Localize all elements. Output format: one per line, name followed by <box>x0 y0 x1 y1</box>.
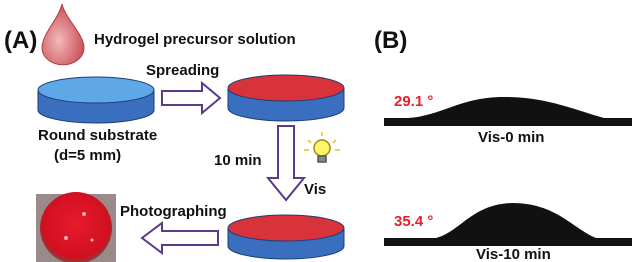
arrow-down <box>268 126 304 200</box>
drop-icon <box>42 4 84 65</box>
substrate-cured <box>228 215 344 259</box>
contact-angle: 29.1 ° <box>394 93 433 110</box>
panel-label: (A) <box>4 27 37 54</box>
photo <box>36 192 116 262</box>
figure: (A) Hydrogel precursor solution Spreadin… <box>0 0 635 262</box>
arrow-left <box>142 223 218 253</box>
substrate-coated <box>228 75 344 121</box>
diameter-label: (d=5 mm) <box>54 147 121 164</box>
photographing-label: Photographing <box>120 203 227 220</box>
contact-angle: 35.4 ° <box>394 213 433 230</box>
caption: Vis-10 min <box>476 246 551 262</box>
caption: Vis-0 min <box>478 129 544 146</box>
substrate-blue <box>38 77 154 123</box>
spreading-label: Spreading <box>146 62 219 79</box>
precursor-label: Hydrogel precursor solution <box>94 31 296 48</box>
arrow-right <box>162 83 220 113</box>
time-label: 10 min <box>214 152 262 169</box>
vis-label: Vis <box>304 181 326 198</box>
substrate-label: Round substrate <box>38 127 157 144</box>
bulb-icon <box>304 132 340 162</box>
panel-label: (B) <box>374 27 407 54</box>
